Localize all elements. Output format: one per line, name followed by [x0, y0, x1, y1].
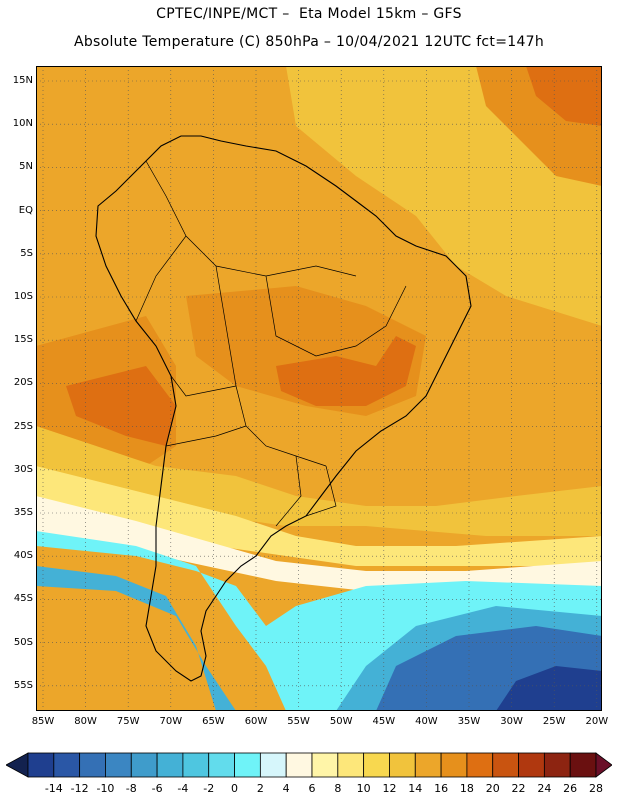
colorbar-level-label: 14 — [408, 782, 423, 795]
latitude-label: EQ — [18, 204, 33, 216]
colorbar-swatch — [182, 752, 210, 778]
colorbar-level-label: -4 — [177, 782, 189, 795]
colorbar-level-label: 4 — [282, 782, 290, 795]
colorbar-level-label: -8 — [125, 782, 137, 795]
title-line-2: Absolute Temperature (C) 850hPa – 10/04/… — [73, 34, 545, 50]
colorbar-swatch — [414, 752, 442, 778]
mild-zone — [36, 426, 602, 536]
country-borders — [135, 160, 407, 527]
colorbar-swatch — [492, 752, 519, 778]
colorbar-level-label: 2 — [256, 782, 264, 795]
very-hot-zone-pacific — [66, 366, 176, 446]
colorbar-swatch — [518, 752, 545, 778]
cold-zone — [36, 496, 602, 596]
colorbar-swatch — [105, 752, 132, 778]
longitude-label: 45W — [372, 716, 396, 727]
colorbar-swatch — [569, 752, 597, 778]
map-frame — [36, 66, 602, 711]
colorbar-level-label: -12 — [70, 782, 89, 795]
latitude-label: 45S — [13, 593, 33, 605]
colorbar-level-label: 22 — [511, 782, 526, 795]
longitude-label: 65W — [202, 716, 225, 727]
title-line-1: CPTEC/INPE/MCT – Eta Model 15km – GFS — [156, 6, 462, 22]
colorbar-level-label: 20 — [485, 782, 500, 795]
extreme-cold-zone — [496, 666, 602, 711]
latitude-label: 5S — [20, 247, 33, 259]
latitude-label: 5N — [19, 161, 33, 173]
latitude-label: 15S — [13, 334, 33, 346]
colorbar-level-label: 0 — [231, 782, 239, 795]
colorbar-level-label: 8 — [334, 782, 342, 795]
colorbar-swatch — [466, 752, 494, 778]
colorbar-level-label: -14 — [44, 782, 63, 795]
colorbar-swatch — [53, 752, 81, 778]
colorbar-level-label: -6 — [151, 782, 163, 795]
colorbar-swatch — [440, 752, 468, 778]
latitude-label: 35S — [13, 507, 33, 518]
colorbar-swatch — [337, 752, 365, 778]
latitude-label: 10N — [12, 118, 33, 130]
longitude-label: 50W — [329, 716, 353, 727]
colorbar-swatch — [311, 752, 339, 778]
colorbar-level-label: 18 — [459, 782, 474, 795]
colorbar-level-label: 6 — [308, 782, 316, 795]
longitude-label: 75W — [116, 716, 140, 727]
colorbar-swatch — [130, 752, 158, 778]
colorbar-swatch — [543, 752, 571, 778]
colorbar-right-arrow — [595, 752, 612, 778]
colorbar-swatch — [389, 752, 416, 778]
longitude-label: 55W — [287, 716, 310, 727]
longitude-label: 60W — [244, 716, 268, 727]
colorbar-swatch — [259, 752, 287, 778]
colorbar-swatch — [363, 752, 390, 778]
longitude-label: 80W — [74, 716, 97, 727]
longitude-label: 20W — [585, 716, 609, 727]
latitude-label: 20S — [13, 377, 33, 389]
colorbar-swatch — [27, 752, 55, 778]
colorbar-swatch — [79, 752, 106, 778]
colorbar-swatch — [156, 752, 184, 778]
colorbar-swatch — [285, 752, 313, 778]
colorbar-left-arrow — [6, 752, 29, 778]
colorbar-level-label: 12 — [382, 782, 397, 795]
latitude-label: 25S — [13, 420, 33, 432]
latitude-label: 50S — [13, 636, 33, 648]
colorbar-level-label: 16 — [434, 782, 449, 795]
colorbar-level-label: -2 — [203, 782, 215, 795]
temperature-map — [36, 66, 602, 711]
latitude-label: 55S — [13, 679, 33, 691]
longitude-label: 40W — [415, 716, 438, 727]
longitude-label: 70W — [159, 716, 183, 727]
map-canvas — [36, 66, 602, 711]
colorbar-level-label: 10 — [356, 782, 371, 795]
longitude-label: 30W — [500, 716, 523, 727]
latitude-label: 40S — [13, 550, 33, 562]
colorbar — [6, 752, 612, 778]
colorbar-swatch — [208, 752, 235, 778]
longitude-label: 35W — [457, 716, 481, 727]
colorbar-level-label: -10 — [96, 782, 115, 795]
latitude-label: 10S — [13, 291, 33, 302]
colorbar-swatch — [234, 752, 261, 778]
colorbar-level-label: 24 — [537, 782, 552, 795]
latitude-label: 15N — [12, 75, 33, 86]
longitude-label: 25W — [542, 716, 566, 727]
latitude-label: 30S — [13, 463, 33, 475]
colorbar-level-label: 26 — [563, 782, 578, 795]
longitude-label: 85W — [31, 716, 55, 727]
cool-zone — [36, 466, 602, 566]
colorbar-level-label: 28 — [589, 782, 603, 795]
very-hot-zone-interior — [276, 336, 416, 406]
